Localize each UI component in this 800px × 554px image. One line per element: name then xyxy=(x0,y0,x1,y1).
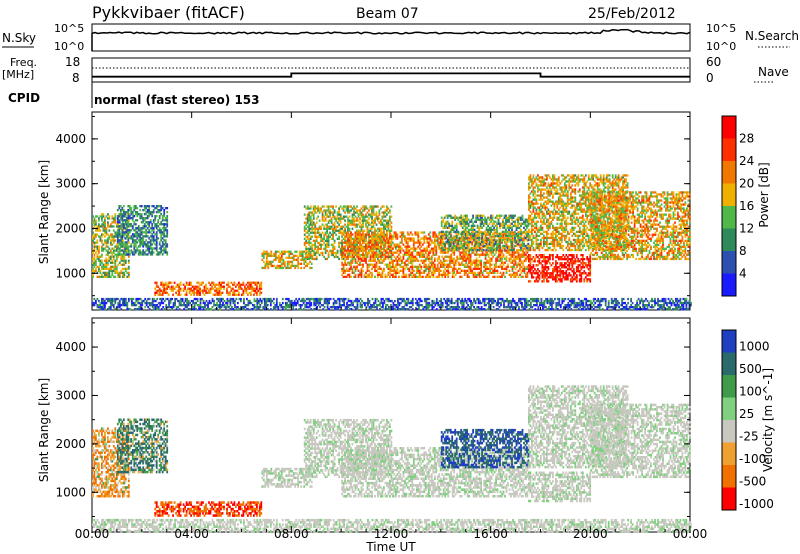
range-tick-label: 3000 xyxy=(55,177,86,191)
power-colorbar-tick: 24 xyxy=(739,154,754,168)
velocity-echoes xyxy=(92,385,692,533)
velocity-echo-region xyxy=(590,403,691,479)
range-tick-label: 4000 xyxy=(55,132,86,146)
range-tick-label: 2000 xyxy=(55,437,86,451)
power-panel: 1000 2000 3000 4000 Slant Range [km] 4 8 12 16… xyxy=(37,111,771,311)
velocity-colorbar-tick: 25 xyxy=(739,407,754,421)
sky-panel-frame xyxy=(91,23,691,52)
power-colorbar-tick: 20 xyxy=(739,177,754,191)
velocity-colorbar-tick: -1000 xyxy=(739,497,774,511)
velocity-colorbar-tick: -500 xyxy=(739,475,766,489)
date-title: 25/Feb/2012 xyxy=(588,6,676,22)
power-colorbar-segment xyxy=(722,251,736,274)
power-colorbar-segment xyxy=(722,138,736,161)
velocity-echo-region xyxy=(154,501,263,517)
beam-title: Beam 07 xyxy=(356,6,419,22)
time-tick-label: 16:00 xyxy=(473,527,508,541)
time-tick-label: 20:00 xyxy=(573,527,608,541)
velocity-echo-region xyxy=(261,467,313,488)
velocity-y-ticks: 1000 2000 3000 4000 xyxy=(55,322,690,518)
sky-panel: N.Sky 10^5 10^0 10^5 10^0 N.Search xyxy=(2,22,799,53)
power-colorbar: 4 8 12 16 20 24 28 xyxy=(721,115,754,297)
range-tick-label: 2000 xyxy=(55,221,86,235)
n-sky-tick-bottom: 10^0 xyxy=(54,40,84,53)
velocity-colorbar-segment xyxy=(722,397,736,420)
freq-unit-label: [MHz] xyxy=(2,68,34,81)
time-axis-ticks: 00:00 04:00 08:00 12:00 16:00 20:00 00:00 xyxy=(75,112,708,541)
n-sky-tick-top: 10^5 xyxy=(54,22,84,35)
power-colorbar-tick: 12 xyxy=(739,222,754,236)
range-tick-label: 1000 xyxy=(55,485,86,499)
velocity-colorbar-label: Velocity [m s^-1] xyxy=(761,368,775,472)
velocity-echo-region xyxy=(92,518,692,533)
freq-tick-bottom: 8 xyxy=(72,71,80,85)
power-echo-region xyxy=(116,205,169,256)
freq-panel: Freq. [MHz] 18 8 60 0 Nave xyxy=(2,55,789,85)
power-colorbar-frame xyxy=(721,115,737,297)
power-colorbar-segment xyxy=(722,161,736,184)
range-tick-label: 4000 xyxy=(55,340,86,354)
freq-tick-top: 18 xyxy=(65,55,80,69)
power-colorbar-segment xyxy=(722,183,736,206)
power-colorbar-tick: 8 xyxy=(739,244,747,258)
range-tick-label: 1000 xyxy=(55,266,86,280)
n-search-label: N.Search xyxy=(745,29,799,43)
power-echoes xyxy=(92,174,692,311)
velocity-echo-region xyxy=(440,428,530,469)
power-y-axis-label: Slant Range [km] xyxy=(37,160,51,264)
velocity-colorbar-tick: -100 xyxy=(739,452,766,466)
time-tick-label: 00:00 xyxy=(75,527,110,541)
power-colorbar-tick: 28 xyxy=(739,132,754,146)
velocity-colorbar-segment xyxy=(722,375,736,398)
station-title: Pykkvibaer (fitACF) xyxy=(92,3,245,22)
velocity-echo-region xyxy=(528,471,592,503)
velocity-colorbar-segment xyxy=(722,352,736,375)
time-tick-label: 00:00 xyxy=(673,527,708,541)
power-colorbar-segment xyxy=(722,273,736,296)
velocity-colorbar-tick: 500 xyxy=(739,362,762,376)
power-echo-region xyxy=(92,297,692,311)
power-colorbar-segment xyxy=(722,228,736,251)
time-tick-label: 04:00 xyxy=(174,527,209,541)
velocity-colorbar-segment xyxy=(722,465,736,488)
nave-label: Nave xyxy=(758,65,789,79)
velocity-colorbar-tick: 1000 xyxy=(739,340,770,354)
velocity-colorbar-segment xyxy=(722,487,736,510)
freq-label: Freq. xyxy=(10,56,37,69)
velocity-y-axis-label: Slant Range [km] xyxy=(37,378,51,482)
cpid-label: CPID xyxy=(8,91,40,105)
velocity-panel: 1000 2000 3000 4000 Slant Range [km] 1000 50… xyxy=(37,317,775,533)
power-echo-region xyxy=(154,281,263,296)
power-echo-region xyxy=(528,254,592,283)
power-echo-region xyxy=(590,191,691,261)
power-colorbar-tick: 4 xyxy=(739,267,747,281)
time-tick-label: 08:00 xyxy=(274,527,309,541)
range-tick-label: 3000 xyxy=(55,388,86,402)
power-colorbar-segment xyxy=(722,206,736,229)
velocity-echo-region xyxy=(116,418,169,474)
cpid-text: normal (fast stereo) 153 xyxy=(94,93,260,107)
n-sky-label: N.Sky xyxy=(2,31,36,45)
nave-tick-bottom: 0 xyxy=(706,71,714,85)
power-y-ticks: 1000 2000 3000 4000 xyxy=(55,115,690,297)
power-colorbar-label: Power [dB] xyxy=(757,162,771,227)
velocity-colorbar-segment xyxy=(722,330,736,353)
power-colorbar-tick: 16 xyxy=(739,199,754,213)
freq-panel-frame xyxy=(91,57,691,83)
velocity-colorbar-segment xyxy=(722,420,736,443)
nave-tick-top: 60 xyxy=(706,55,721,69)
velocity-colorbar: 1000 500 100 25 -25 -100 -500 -1000 xyxy=(721,329,774,511)
frequency-series xyxy=(92,72,690,78)
n-search-tick-top: 10^5 xyxy=(706,22,736,35)
time-axis-label: Time UT xyxy=(365,540,416,554)
velocity-colorbar-tick: 100 xyxy=(739,385,762,399)
velocity-colorbar-frame xyxy=(721,329,737,511)
n-sky-series xyxy=(91,28,691,35)
n-search-tick-bottom: 10^0 xyxy=(706,40,736,53)
velocity-colorbar-segment xyxy=(722,442,736,465)
velocity-colorbar-tick: -25 xyxy=(739,430,759,444)
time-tick-label: 12:00 xyxy=(374,527,409,541)
power-colorbar-segment xyxy=(722,116,736,139)
